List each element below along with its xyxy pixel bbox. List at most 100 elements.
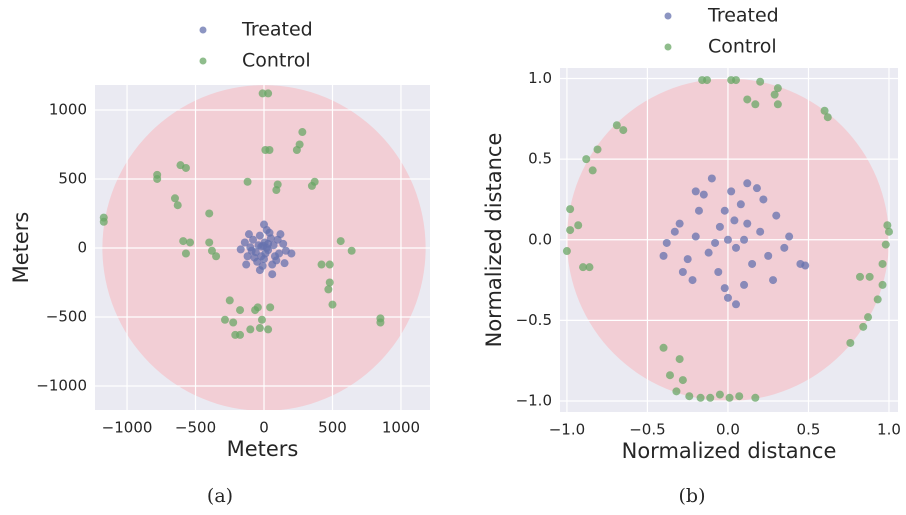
- point: [696, 393, 705, 402]
- point: [268, 270, 277, 279]
- point: [699, 190, 708, 199]
- legend-marker: [199, 57, 207, 65]
- y-tick-label: 0: [77, 238, 87, 256]
- point: [756, 77, 765, 86]
- x-tick-label: 1.0: [877, 421, 901, 439]
- point: [688, 276, 697, 285]
- point: [170, 194, 179, 203]
- x-tick-label: −1.0: [549, 421, 585, 439]
- point: [865, 272, 874, 281]
- point: [678, 268, 687, 277]
- y-axis-label: Normalized distance: [482, 133, 506, 348]
- y-tick-label: 1000: [49, 100, 87, 118]
- point: [659, 343, 668, 352]
- point: [585, 263, 594, 272]
- point: [720, 284, 729, 293]
- point: [732, 300, 741, 309]
- point: [859, 322, 868, 331]
- point: [764, 251, 773, 260]
- point: [236, 245, 245, 254]
- point: [566, 226, 575, 235]
- point: [732, 76, 741, 85]
- point: [255, 324, 264, 333]
- point: [298, 128, 307, 137]
- point: [236, 306, 245, 315]
- point: [255, 231, 264, 240]
- point: [727, 187, 736, 196]
- point: [205, 238, 214, 247]
- caption: (a): [207, 485, 233, 507]
- point: [714, 268, 723, 277]
- point: [270, 252, 279, 261]
- point: [257, 252, 266, 261]
- point: [691, 187, 700, 196]
- point: [685, 392, 694, 401]
- point: [243, 252, 252, 261]
- point: [593, 145, 602, 154]
- point: [730, 216, 739, 225]
- point: [153, 174, 162, 183]
- point: [240, 238, 249, 247]
- point: [736, 200, 745, 209]
- point: [694, 206, 703, 215]
- y-axis-label: Meters: [9, 212, 33, 284]
- x-tick-label: −500: [175, 419, 216, 437]
- point: [715, 390, 724, 399]
- point: [347, 246, 356, 255]
- point: [207, 246, 216, 255]
- point: [246, 325, 255, 334]
- legend-label: Treated: [707, 5, 779, 27]
- point: [325, 278, 334, 287]
- y-tick-label: −1.0: [516, 392, 552, 410]
- legend-marker: [664, 43, 672, 51]
- legend-marker: [199, 26, 207, 34]
- point: [324, 285, 333, 294]
- legend-marker: [664, 12, 672, 20]
- point: [773, 84, 782, 93]
- point: [751, 393, 760, 402]
- point: [670, 227, 679, 236]
- point: [662, 238, 671, 247]
- point: [181, 249, 190, 258]
- x-tick-label: −1000: [102, 419, 153, 437]
- point: [735, 392, 744, 401]
- point: [732, 243, 741, 252]
- y-tick-label: 0.0: [528, 230, 552, 248]
- point: [619, 126, 628, 135]
- point: [725, 393, 734, 402]
- point: [562, 247, 571, 256]
- point: [287, 249, 296, 258]
- point: [864, 313, 873, 322]
- plot: [95, 85, 430, 410]
- point: [173, 201, 182, 210]
- point: [253, 303, 262, 312]
- point: [279, 239, 288, 248]
- point: [242, 260, 251, 269]
- y-tick-label: −500: [46, 307, 87, 325]
- x-tick-label: 0: [259, 419, 269, 437]
- point: [883, 221, 892, 230]
- point: [243, 177, 252, 186]
- point: [785, 232, 794, 241]
- point: [247, 246, 256, 255]
- point: [683, 255, 692, 264]
- point: [205, 209, 214, 218]
- point: [884, 227, 893, 236]
- x-tick-label: 500: [318, 419, 347, 437]
- point: [292, 146, 301, 154]
- point: [325, 260, 334, 269]
- point: [723, 235, 732, 244]
- x-tick-label: 0.0: [716, 421, 740, 439]
- point: [249, 235, 258, 244]
- point: [756, 227, 765, 236]
- x-axis-label: Normalized distance: [622, 439, 837, 463]
- caption: (b): [679, 485, 706, 507]
- point: [328, 300, 337, 309]
- point: [855, 272, 864, 281]
- plot: [560, 68, 898, 412]
- point: [236, 330, 245, 339]
- point: [317, 260, 326, 269]
- point: [582, 155, 591, 164]
- point: [759, 195, 768, 204]
